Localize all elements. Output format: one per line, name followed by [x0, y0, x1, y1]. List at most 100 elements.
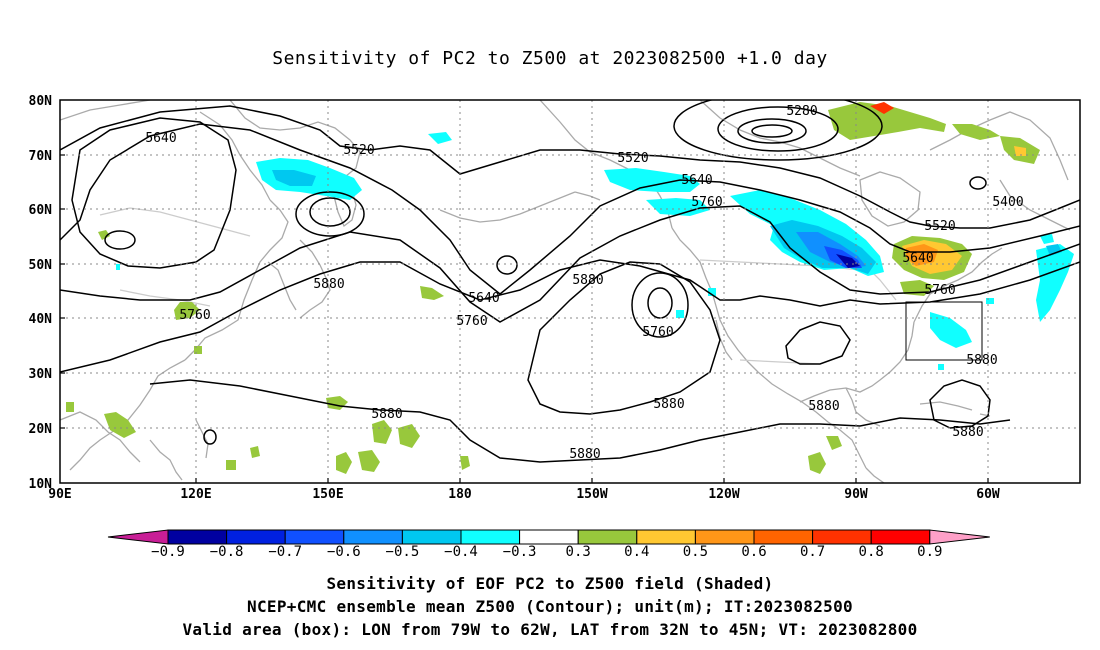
contour-label: 5760 — [924, 283, 955, 298]
negative-region — [1036, 244, 1074, 322]
contour-line — [60, 205, 1080, 323]
map-frame — [59, 99, 1081, 484]
lat-label: 60N — [29, 203, 53, 218]
contour-line — [203, 429, 217, 445]
colorbar-label: 0.4 — [624, 544, 649, 560]
contour-label: 5640 — [468, 291, 499, 306]
contour-label: 5880 — [653, 397, 684, 412]
positive-region — [398, 424, 420, 448]
positive-region — [104, 412, 136, 438]
positive-region — [358, 450, 380, 472]
contour-label: 5760 — [642, 325, 673, 340]
contour-line — [496, 255, 518, 275]
page-title: Sensitivity of PC2 to Z500 at 2023082500… — [272, 48, 828, 69]
colorbar-label: −0.4 — [444, 544, 478, 560]
lat-label: 40N — [29, 312, 53, 327]
contour-line — [717, 106, 839, 152]
positive-region — [828, 102, 946, 140]
negative-region — [986, 298, 994, 304]
negative-region — [1040, 234, 1054, 244]
negative-region — [116, 264, 120, 270]
contour-line — [751, 124, 793, 138]
lat-label: 80N — [29, 94, 53, 109]
colorbar-label: −0.3 — [503, 544, 537, 560]
positive-region — [66, 402, 74, 412]
contour-line — [929, 379, 991, 429]
contour-label: 5520 — [617, 151, 648, 166]
contour-line — [104, 230, 136, 250]
colorbar-label: 0.5 — [683, 544, 708, 560]
colorbar-bin — [519, 529, 579, 545]
lat-label: 70N — [29, 149, 53, 164]
colorbar-label: 0.8 — [859, 544, 884, 560]
positive-region — [372, 420, 392, 444]
positive-region — [326, 396, 348, 410]
colorbar-bin — [460, 529, 521, 545]
contour-label: 5880 — [569, 447, 600, 462]
colorbar-bin — [167, 529, 228, 545]
negative-region — [676, 310, 684, 318]
graticule — [60, 100, 1080, 483]
negative-region — [604, 168, 700, 192]
positive-region — [826, 436, 842, 450]
negative-region — [646, 198, 710, 216]
lon-axis-labels: 90E 120E 150E 180 150W 120W 90W 60W — [48, 487, 1000, 502]
contour-line — [71, 117, 237, 269]
lat-label: 20N — [29, 422, 53, 437]
positive-region — [906, 244, 938, 266]
contour-line — [785, 321, 851, 365]
negative-region — [428, 132, 452, 144]
z500-contours — [60, 100, 1080, 463]
contour-label: 5640 — [145, 131, 176, 146]
contour-line — [631, 272, 689, 338]
positive-region — [870, 102, 894, 114]
colorbar-label: −0.9 — [151, 544, 185, 560]
contour-label: 5880 — [966, 353, 997, 368]
contour-label: 5280 — [786, 104, 817, 119]
sensitivity-shading — [66, 102, 1074, 474]
lon-label: 120W — [708, 487, 739, 502]
contour-label: 5640 — [902, 251, 933, 266]
contour-label: 5880 — [572, 273, 603, 288]
positive-region — [194, 346, 202, 354]
negative-region — [930, 312, 972, 348]
negative-region — [1046, 244, 1062, 256]
colorbar-bin — [577, 529, 638, 545]
contour-label: 5760 — [691, 195, 722, 210]
colorbar-bin — [753, 529, 814, 545]
colorbar-label: −0.6 — [327, 544, 361, 560]
lat-label: 50N — [29, 258, 53, 273]
colorbar — [107, 529, 990, 545]
colorbar-label: 0.3 — [566, 544, 591, 560]
footer-line-1: Sensitivity of EOF PC2 to Z500 field (Sh… — [326, 574, 774, 593]
colorbar-label: 0.6 — [741, 544, 766, 560]
contour-label: 5880 — [952, 425, 983, 440]
contour-label: 5880 — [313, 277, 344, 292]
contour-line — [60, 123, 1080, 295]
contour-label: 5400 — [992, 195, 1023, 210]
positive-region — [226, 460, 236, 470]
contour-line — [149, 379, 1011, 463]
positive-region — [1014, 146, 1026, 156]
contour-label: 5640 — [681, 173, 712, 188]
contour-line — [647, 287, 673, 319]
positive-region — [420, 286, 444, 300]
lon-label: 120E — [180, 487, 211, 502]
contour-label: 5880 — [371, 407, 402, 422]
colorbar-bin — [401, 529, 462, 545]
contour-line — [969, 176, 987, 190]
positive-region — [250, 446, 260, 458]
contour-line — [673, 100, 883, 161]
contour-line — [60, 105, 1080, 229]
lon-label: 60W — [976, 487, 1000, 502]
colorbar-labels: −0.9 −0.8 −0.7 −0.6 −0.5 −0.4 −0.3 0.3 0.4 0.5 0.6… — [151, 544, 942, 560]
negative-region — [938, 364, 944, 370]
positive-region — [460, 456, 470, 470]
colorbar-label: 0.9 — [917, 544, 942, 560]
footer-line-3: Valid area (box): LON from 79W to 62W, L… — [182, 620, 918, 639]
positive-region — [336, 452, 352, 474]
map-ticks — [60, 154, 989, 483]
colorbar-left-arrow — [107, 529, 169, 545]
lat-label: 30N — [29, 367, 53, 382]
